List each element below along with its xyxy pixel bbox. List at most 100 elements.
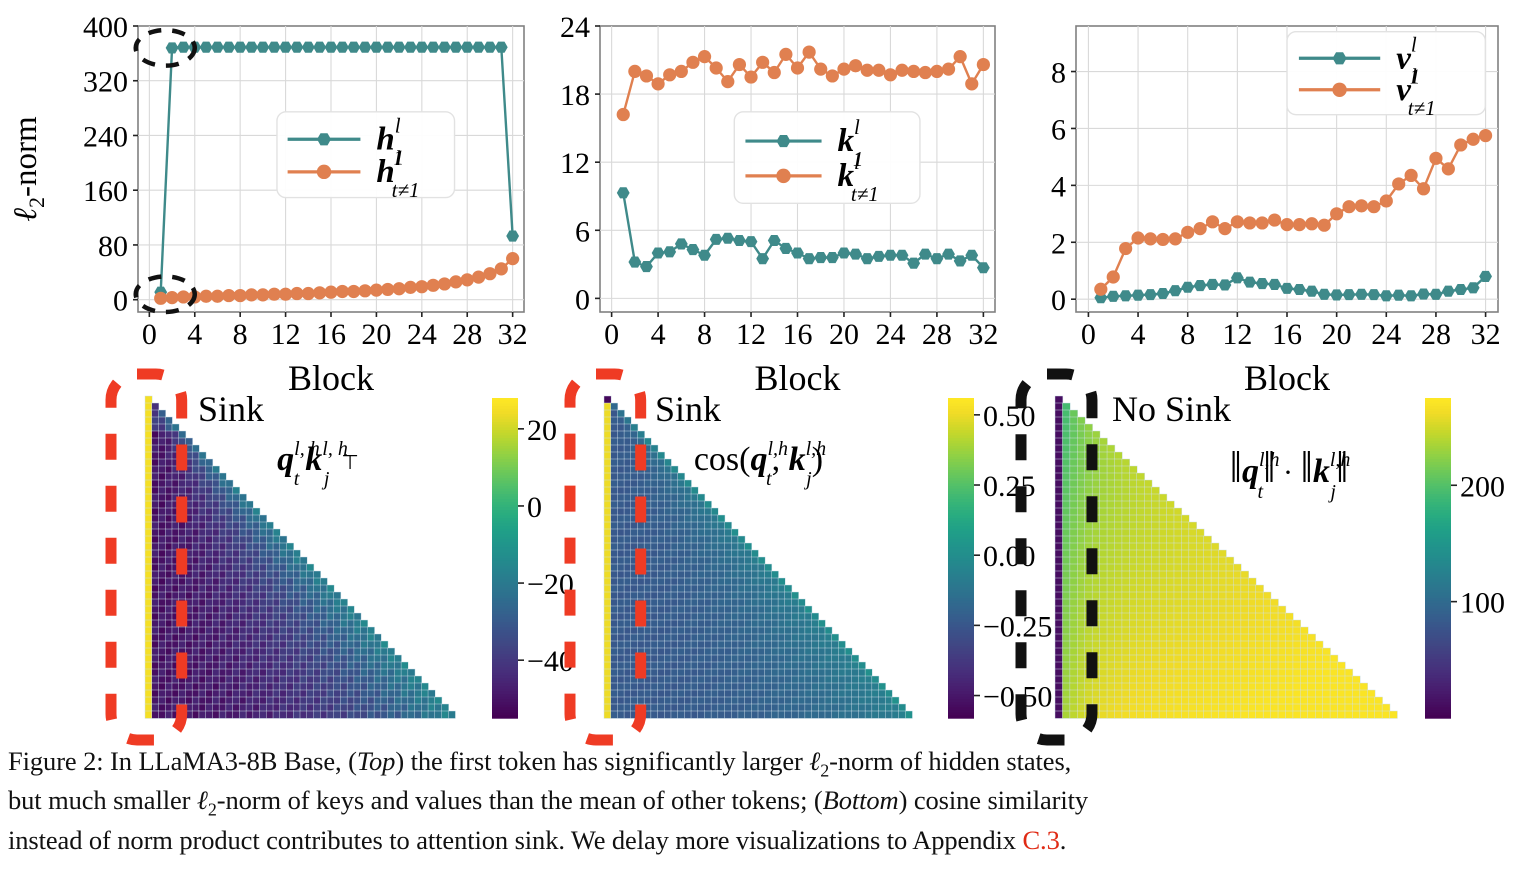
- heatmap-cell: [1069, 451, 1078, 460]
- heatmap-cell: [1084, 682, 1093, 691]
- heatmap-cell: [1329, 675, 1339, 684]
- heatmap-cell: [1136, 598, 1145, 607]
- heatmap-grid-cosine-similarity: [603, 395, 913, 719]
- heatmap-cell: [1203, 535, 1212, 544]
- heatmap-cell: [1255, 703, 1264, 712]
- data-point: [1193, 279, 1207, 292]
- data-point: [211, 41, 224, 53]
- data-point: [756, 55, 770, 69]
- heatmap-cell: [1292, 682, 1302, 691]
- heatmap-cell: [1225, 675, 1235, 684]
- heatmap-cell: [1099, 654, 1108, 663]
- heatmap-cell: [1166, 668, 1175, 677]
- heatmap-cell: [1210, 591, 1220, 600]
- heatmap-cell: [1069, 458, 1078, 467]
- series-key-norm-0: [616, 187, 990, 274]
- heatmap-cell: [1121, 549, 1131, 558]
- heatmap-cell: [1121, 493, 1131, 502]
- heatmap-cell: [1099, 514, 1108, 523]
- heatmap-cell: [1114, 458, 1123, 467]
- heatmap-cell: [1158, 710, 1168, 719]
- heatmap-cell: [1188, 598, 1197, 607]
- heatmap-cell: [1158, 640, 1168, 649]
- heatmap-cell: [1054, 528, 1064, 537]
- heatmap-cell: [1069, 472, 1078, 481]
- heatmap-cell: [1136, 535, 1145, 544]
- heatmap-cell: [1069, 430, 1078, 439]
- heatmap-cell: [1173, 675, 1183, 684]
- x-tick-label: 8: [233, 318, 248, 351]
- colorbar-tick-label: 0: [527, 491, 542, 524]
- heatmap-cell: [1106, 703, 1116, 712]
- heatmap-cell: [1069, 661, 1078, 670]
- data-point: [278, 287, 293, 301]
- heatmap-cell: [1240, 703, 1249, 712]
- heatmap-cell: [1188, 577, 1197, 586]
- heatmap-cell: [1292, 654, 1302, 663]
- heatmap-cell: [1233, 563, 1242, 572]
- heatmap-cell: [1158, 689, 1168, 698]
- data-point: [639, 69, 654, 83]
- heatmap-cell: [1173, 710, 1183, 719]
- data-point: [335, 41, 349, 53]
- heatmap-cell: [1314, 675, 1324, 684]
- heatmap-cell: [1121, 535, 1131, 544]
- heatmap-cell: [1121, 647, 1131, 656]
- x-tick-label: 8: [697, 318, 712, 351]
- heatmap-cell: [1352, 689, 1361, 698]
- heatmap-cell: [1262, 689, 1272, 698]
- heatmap-cell: [1062, 549, 1071, 558]
- heatmap-cell: [1114, 640, 1123, 649]
- heatmap-cell: [1129, 521, 1138, 530]
- data-point: [381, 41, 395, 53]
- heatmap-cell: [1292, 703, 1302, 712]
- heatmap-cell: [1151, 486, 1160, 495]
- heatmap-cell: [1136, 647, 1145, 656]
- heatmap-cell: [1069, 682, 1078, 691]
- data-point: [438, 41, 451, 53]
- heatmap-cell: [1173, 584, 1183, 593]
- heatmap-cell: [1077, 472, 1086, 481]
- heatmap-cell: [1166, 654, 1175, 663]
- heatmap-cell: [1136, 507, 1145, 516]
- heatmap-cell: [1248, 640, 1257, 649]
- heatmap-cell: [1285, 619, 1294, 628]
- heatmap-cell: [1084, 528, 1093, 537]
- heatmap-cell: [1106, 591, 1116, 600]
- heatmap-cell: [1270, 696, 1279, 705]
- heatmap-cell: [1359, 689, 1368, 698]
- heatmap-cell: [1069, 416, 1078, 425]
- heatmap-cell: [1099, 633, 1108, 642]
- heatmap-cell: [1099, 479, 1108, 488]
- heatmap-cell: [1077, 458, 1086, 467]
- heatmap-cell: [1151, 598, 1160, 607]
- heatmap-cell: [1077, 542, 1086, 551]
- data-point: [802, 253, 816, 265]
- heatmap-cell: [1054, 465, 1064, 474]
- heatmap-cell: [1173, 703, 1183, 712]
- heatmap-cell: [1084, 696, 1093, 705]
- heatmap-cell: [1225, 640, 1235, 649]
- heatmap-cell: [1077, 619, 1086, 628]
- data-point: [358, 284, 372, 298]
- heatmap-cell: [1151, 605, 1160, 614]
- heatmap-cell: [1307, 668, 1316, 677]
- data-point: [233, 288, 247, 303]
- data-point: [848, 59, 863, 73]
- heatmap-cell: [1255, 605, 1264, 614]
- data-point: [1144, 289, 1157, 301]
- heatmap-cell: [1158, 661, 1168, 670]
- heatmap-cell: [1166, 535, 1175, 544]
- heatmap-cell: [1106, 675, 1116, 684]
- heatmap-cell: [1136, 500, 1145, 509]
- heatmap-cell: [1203, 668, 1212, 677]
- heatmap-cell: [1136, 514, 1145, 523]
- data-point: [872, 63, 886, 77]
- data-point: [426, 41, 440, 53]
- heatmap-cell: [1173, 521, 1183, 530]
- heatmap-cell: [1248, 661, 1257, 670]
- heatmap-cell: [1054, 647, 1064, 656]
- heatmap-cell: [1069, 626, 1078, 635]
- data-point: [165, 42, 179, 54]
- heatmap-cell: [1225, 605, 1235, 614]
